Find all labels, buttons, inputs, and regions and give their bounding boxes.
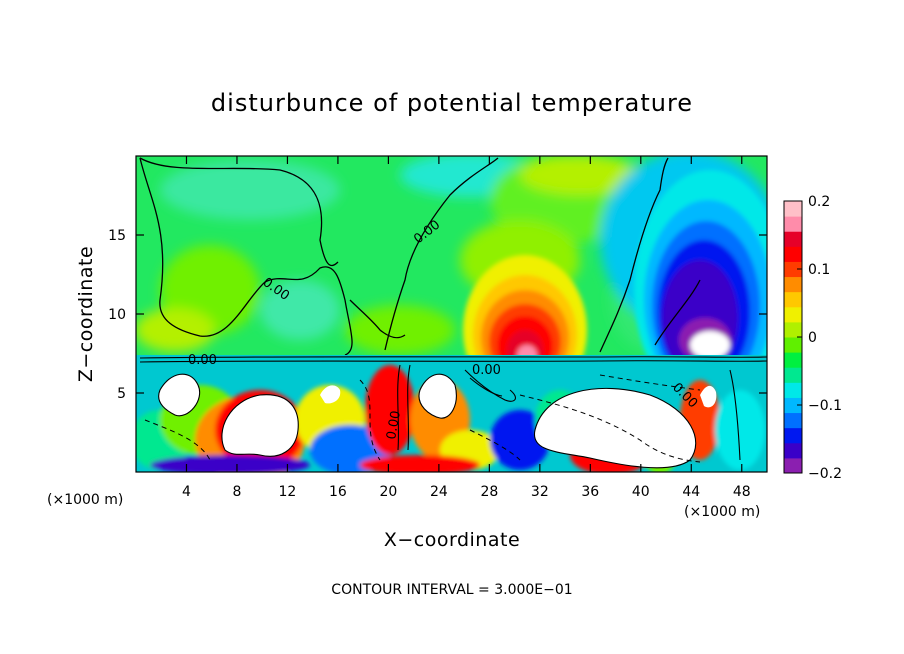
colorbar-swatch	[784, 457, 802, 474]
colorbar-swatch	[784, 442, 802, 459]
colorbar-tick-label: 0	[808, 330, 817, 346]
cold-anomaly	[634, 170, 767, 357]
x-tick-label: 36	[581, 484, 599, 500]
y-ticks: 5 10 15	[108, 228, 767, 402]
colorbar-tick-label: 0.1	[808, 262, 830, 278]
colorbar-swatch	[784, 231, 802, 247]
colorbar-swatch	[784, 382, 802, 398]
y-axis-title: Z−coordinate	[75, 246, 97, 382]
colorbar-swatch	[784, 246, 802, 262]
x-tick-label: 24	[430, 484, 448, 500]
lower-field	[136, 355, 767, 472]
colorbar-tick-label: 0.2	[808, 194, 830, 210]
x-unit-label: (×1000 m)	[47, 492, 123, 508]
colorbar-swatch	[784, 397, 802, 414]
colorbar-swatch	[784, 427, 802, 444]
plot-area	[136, 156, 767, 472]
colorbar-tick-label: −0.2	[808, 466, 842, 482]
colorbar-swatch	[784, 306, 802, 323]
colorbar-swatch	[784, 216, 802, 232]
x-ticks: 4 8 12 16 20 24 28 32 36 40 44 48	[182, 156, 751, 500]
x-tick-label: 4	[182, 484, 191, 500]
colorbar-swatch	[784, 367, 802, 383]
colorbar-swatch	[784, 337, 802, 353]
x-axis-title: X−coordinate	[384, 529, 520, 551]
x-tick-label: 40	[632, 484, 650, 500]
colorbar-swatch	[784, 276, 802, 293]
y-tick-label: 15	[108, 228, 126, 244]
y-tick-label: 5	[117, 386, 126, 402]
y-tick-label: 10	[108, 307, 126, 323]
x-tick-label: 28	[480, 484, 498, 500]
colorbar-swatch	[784, 291, 802, 308]
x-tick-label: 16	[329, 484, 347, 500]
contour-interval: CONTOUR INTERVAL = 3.000E−01	[331, 582, 572, 598]
colorbar: 0.2 0.1 0 −0.1 −0.2	[783, 194, 842, 482]
colorbar-swatch	[784, 412, 802, 429]
x-tick-label: 48	[733, 484, 751, 500]
colorbar-swatch	[784, 352, 802, 368]
x-tick-label: 8	[232, 484, 241, 500]
contour-label: 0.00	[384, 410, 404, 441]
colorbar-swatch	[784, 201, 802, 217]
upper-field	[136, 156, 767, 357]
colorbar-swatch	[784, 321, 802, 338]
x-tick-label: 12	[279, 484, 297, 500]
warm-anomaly	[463, 255, 587, 357]
x-unit-label-right: (×1000 m)	[684, 504, 760, 520]
x-tick-label: 20	[379, 484, 397, 500]
contour-label: 0.00	[472, 363, 501, 378]
colorbar-swatch	[784, 261, 802, 278]
contour-label: 0.00	[188, 353, 217, 368]
x-tick-label: 44	[682, 484, 700, 500]
chart-title: disturbunce of potential temperature	[211, 89, 693, 117]
colorbar-tick-label: −0.1	[808, 398, 842, 414]
x-tick-label: 32	[531, 484, 549, 500]
